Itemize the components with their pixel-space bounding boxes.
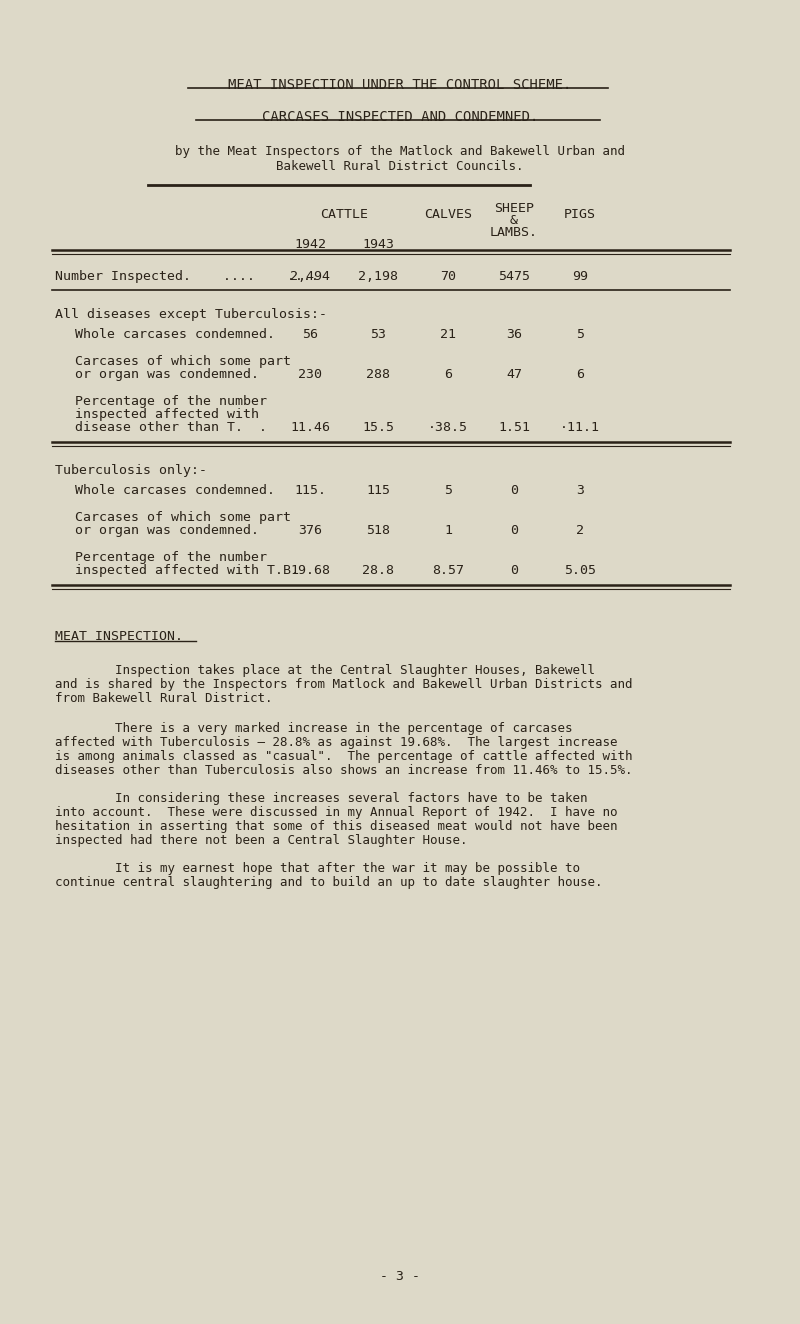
- Text: PIGS: PIGS: [564, 208, 596, 221]
- Text: 230: 230: [298, 368, 322, 381]
- Text: 5: 5: [444, 485, 452, 496]
- Text: and is shared by the Inspectors from Matlock and Bakewell Urban Districts and: and is shared by the Inspectors from Mat…: [55, 678, 633, 691]
- Text: 11.46: 11.46: [290, 421, 330, 434]
- Text: inspected affected with T.B.: inspected affected with T.B.: [75, 564, 299, 577]
- Text: 5.05: 5.05: [564, 564, 596, 577]
- Text: 56: 56: [302, 328, 318, 342]
- Text: by the Meat Inspectors of the Matlock and Bakewell Urban and: by the Meat Inspectors of the Matlock an…: [175, 146, 625, 158]
- Text: 2,198: 2,198: [358, 270, 398, 283]
- Text: 0: 0: [510, 564, 518, 577]
- Text: 5475: 5475: [498, 270, 530, 283]
- Text: ·38.5: ·38.5: [428, 421, 468, 434]
- Text: Percentage of the number: Percentage of the number: [75, 551, 267, 564]
- Text: 115: 115: [366, 485, 390, 496]
- Text: 5: 5: [576, 328, 584, 342]
- Text: 36: 36: [506, 328, 522, 342]
- Text: LAMBS.: LAMBS.: [490, 226, 538, 240]
- Text: from Bakewell Rural District.: from Bakewell Rural District.: [55, 692, 273, 704]
- Text: 70: 70: [440, 270, 456, 283]
- Text: 2,494: 2,494: [290, 270, 330, 283]
- Text: into account.  These were discussed in my Annual Report of 1942.  I have no: into account. These were discussed in my…: [55, 806, 618, 820]
- Text: Carcases of which some part: Carcases of which some part: [75, 511, 291, 524]
- Text: 47: 47: [506, 368, 522, 381]
- Text: 6: 6: [576, 368, 584, 381]
- Text: &: &: [510, 214, 518, 226]
- Text: 518: 518: [366, 524, 390, 538]
- Text: SHEEP: SHEEP: [494, 203, 534, 214]
- Text: Inspection takes place at the Central Slaughter Houses, Bakewell: Inspection takes place at the Central Sl…: [55, 665, 595, 677]
- Text: hesitation in asserting that some of this diseased meat would not have been: hesitation in asserting that some of thi…: [55, 820, 618, 833]
- Text: 8.57: 8.57: [432, 564, 464, 577]
- Text: 19.68: 19.68: [290, 564, 330, 577]
- Text: ·11.1: ·11.1: [560, 421, 600, 434]
- Text: inspected affected with: inspected affected with: [75, 408, 259, 421]
- Text: 53: 53: [370, 328, 386, 342]
- Text: disease other than T.  .: disease other than T. .: [75, 421, 267, 434]
- Text: Tuberculosis only:-: Tuberculosis only:-: [55, 463, 207, 477]
- Text: MEAT INSPECTION.: MEAT INSPECTION.: [55, 630, 183, 643]
- Text: 1.51: 1.51: [498, 421, 530, 434]
- Text: or organ was condemned.: or organ was condemned.: [75, 368, 259, 381]
- Text: or organ was condemned.: or organ was condemned.: [75, 524, 259, 538]
- Text: 1: 1: [444, 524, 452, 538]
- Text: is among animals classed as "casual".  The percentage of cattle affected with: is among animals classed as "casual". Th…: [55, 749, 633, 763]
- Text: - 3 -: - 3 -: [380, 1270, 420, 1283]
- Text: 1942: 1942: [294, 238, 326, 252]
- Text: 15.5: 15.5: [362, 421, 394, 434]
- Text: inspected had there not been a Central Slaughter House.: inspected had there not been a Central S…: [55, 834, 467, 847]
- Text: It is my earnest hope that after the war it may be possible to: It is my earnest hope that after the war…: [55, 862, 580, 875]
- Text: CALVES: CALVES: [424, 208, 472, 221]
- Text: 28.8: 28.8: [362, 564, 394, 577]
- Text: 288: 288: [366, 368, 390, 381]
- Text: continue central slaughtering and to build an up to date slaughter house.: continue central slaughtering and to bui…: [55, 876, 602, 888]
- Text: Whole carcases condemned.: Whole carcases condemned.: [75, 485, 275, 496]
- Text: 0: 0: [510, 485, 518, 496]
- Text: 3: 3: [576, 485, 584, 496]
- Text: All diseases except Tuberculosis:-: All diseases except Tuberculosis:-: [55, 308, 327, 320]
- Text: In considering these increases several factors have to be taken: In considering these increases several f…: [55, 792, 587, 805]
- Text: diseases other than Tuberculosis also shows an increase from 11.46% to 15.5%.: diseases other than Tuberculosis also sh…: [55, 764, 633, 777]
- Text: There is a very marked increase in the percentage of carcases: There is a very marked increase in the p…: [55, 722, 573, 735]
- Text: 6: 6: [444, 368, 452, 381]
- Text: 376: 376: [298, 524, 322, 538]
- Text: Bakewell Rural District Councils.: Bakewell Rural District Councils.: [276, 160, 524, 173]
- Text: 2: 2: [576, 524, 584, 538]
- Text: affected with Tuberculosis — 28.8% as against 19.68%.  The largest increase: affected with Tuberculosis — 28.8% as ag…: [55, 736, 618, 749]
- Text: 21: 21: [440, 328, 456, 342]
- Text: 0: 0: [510, 524, 518, 538]
- Text: 1943: 1943: [362, 238, 394, 252]
- Text: 115.: 115.: [294, 485, 326, 496]
- Text: CARCASES INSPECTED AND CONDEMNED.: CARCASES INSPECTED AND CONDEMNED.: [262, 110, 538, 124]
- Text: Whole carcases condemned.: Whole carcases condemned.: [75, 328, 275, 342]
- Text: Number Inspected.    ....    ....: Number Inspected. .... ....: [55, 270, 319, 283]
- Text: MEAT INSPECTION UNDER THE CONTROL SCHEME.: MEAT INSPECTION UNDER THE CONTROL SCHEME…: [228, 78, 572, 91]
- Text: Percentage of the number: Percentage of the number: [75, 395, 267, 408]
- Text: CATTLE: CATTLE: [320, 208, 368, 221]
- Text: 99: 99: [572, 270, 588, 283]
- Text: Carcases of which some part: Carcases of which some part: [75, 355, 291, 368]
